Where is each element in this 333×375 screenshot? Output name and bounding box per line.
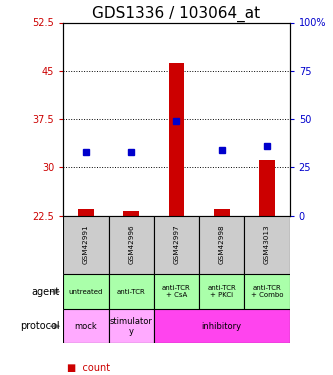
Text: inhibitory: inhibitory [202,322,242,331]
Bar [109,216,154,274]
Text: anti-TCR: anti-TCR [117,289,146,295]
Text: protocol: protocol [20,321,60,331]
Bar [244,274,290,309]
Text: stimulator
y: stimulator y [110,316,153,336]
Bar [199,274,244,309]
Bar [123,211,139,216]
Text: GSM42998: GSM42998 [219,225,225,264]
Text: agent: agent [32,286,60,297]
Bar [154,309,290,343]
Bar [63,274,109,309]
Text: GSM42991: GSM42991 [83,225,89,264]
Text: mock: mock [75,322,97,331]
Bar [154,274,199,309]
Text: anti-TCR
+ PKCi: anti-TCR + PKCi [207,285,236,298]
Title: GDS1336 / 103064_at: GDS1336 / 103064_at [93,6,260,22]
Bar [199,216,244,274]
Bar [63,309,109,343]
Text: GSM42997: GSM42997 [173,225,179,264]
Text: GSM42996: GSM42996 [128,225,134,264]
Text: ■  count: ■ count [67,363,110,372]
Bar [154,216,199,274]
Bar [168,63,184,216]
Bar [63,216,109,274]
Bar [109,309,154,343]
Bar [109,274,154,309]
Bar [214,209,230,216]
Text: anti-TCR
+ CsA: anti-TCR + CsA [162,285,191,298]
Bar [244,216,290,274]
Text: untreated: untreated [69,289,103,295]
Bar [259,160,275,216]
Text: GSM43013: GSM43013 [264,225,270,264]
Text: anti-TCR
+ Combo: anti-TCR + Combo [251,285,283,298]
Bar [78,209,94,216]
